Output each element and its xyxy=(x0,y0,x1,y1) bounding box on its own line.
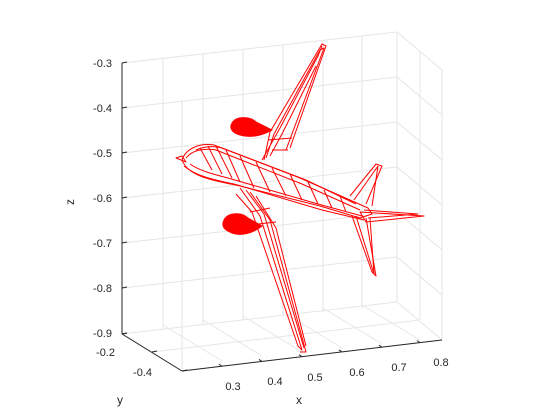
tick-mark xyxy=(121,196,128,199)
tick-mark xyxy=(121,106,128,109)
z-tick-label: -0.5 xyxy=(93,148,112,160)
x-axis-line xyxy=(181,339,443,372)
tick-mark xyxy=(181,369,188,372)
tick-mark xyxy=(151,350,158,353)
upper-wing xyxy=(261,43,327,161)
z-tick-label: -0.3 xyxy=(93,58,112,70)
z-tick-label: -0.8 xyxy=(93,283,112,295)
x-axis-label: x xyxy=(296,393,302,407)
x-tick-label: 0.4 xyxy=(267,376,282,388)
grid-lines xyxy=(121,31,443,372)
z-tick-label: -0.6 xyxy=(93,193,112,205)
tick-mark xyxy=(121,241,128,244)
y-axis-line xyxy=(121,333,183,372)
axes xyxy=(121,63,443,372)
x-tick-label: 0.7 xyxy=(391,362,406,374)
fuselage xyxy=(175,144,373,221)
tail xyxy=(349,163,425,277)
lower-wing xyxy=(235,187,307,353)
x-tick-label: 0.5 xyxy=(307,372,322,384)
z-tick-labels: -0.3 -0.4 -0.5 -0.6 -0.7 -0.8 -0.9 xyxy=(93,58,112,340)
z-tick-label: -0.7 xyxy=(93,238,112,250)
y-tick-labels: -0.2 -0.4 xyxy=(96,347,152,379)
upper-engine xyxy=(230,117,274,137)
x-tick-label: 0.8 xyxy=(433,357,448,369)
z-tick-label: -0.9 xyxy=(93,328,112,340)
tick-mark xyxy=(258,359,263,362)
y-tick-label: -0.2 xyxy=(96,347,115,359)
tick-marks xyxy=(121,61,421,372)
x-tick-label: 0.6 xyxy=(349,367,364,379)
lower-engine xyxy=(222,213,263,235)
tick-mark xyxy=(218,363,223,367)
tick-mark xyxy=(121,61,128,64)
tick-mark xyxy=(121,286,128,289)
tick-mark xyxy=(416,340,421,344)
y-axis-label: y xyxy=(117,393,123,407)
z-axis-label: z xyxy=(63,199,77,205)
airplane-wireframe xyxy=(175,43,425,353)
x-tick-label: 0.3 xyxy=(225,381,240,393)
tick-mark xyxy=(298,354,303,358)
x-tick-labels: 0.3 0.4 0.5 0.6 0.7 0.8 xyxy=(225,357,448,393)
tick-mark xyxy=(121,151,128,154)
tick-mark xyxy=(338,349,343,353)
y-tick-label: -0.4 xyxy=(133,367,152,379)
z-tick-label: -0.4 xyxy=(93,103,112,115)
tick-mark xyxy=(378,344,383,348)
tick-mark xyxy=(121,332,128,335)
